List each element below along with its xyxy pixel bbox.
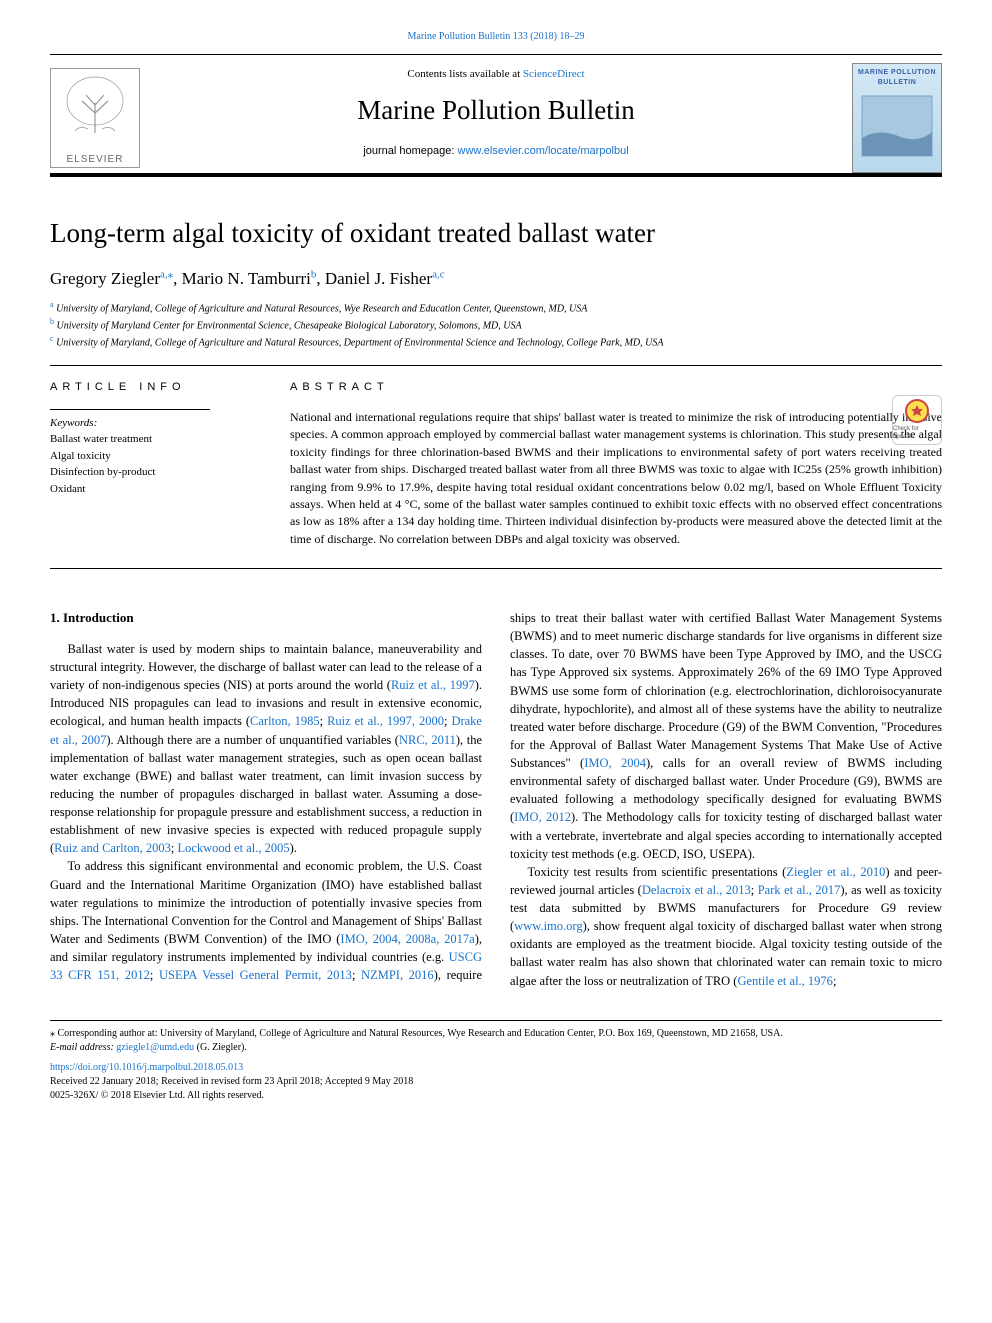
p2-text-c: ; [150,968,159,982]
intro-p1: Ballast water is used by modern ships to… [50,640,482,858]
p4-text-f: ; [833,974,836,988]
affil-text-b: University of Maryland Center for Enviro… [57,320,522,331]
affil-text-a: University of Maryland, College of Agric… [56,303,587,314]
keyword-1: Ballast water treatment [50,431,260,448]
homepage-prefix: journal homepage: [363,145,457,157]
ref-lockwood-2005[interactable]: Lockwood et al., 2005 [177,841,289,855]
author-1-affil-link[interactable]: a,⁎ [160,268,173,280]
contents-line: Contents lists available at ScienceDirec… [150,67,842,82]
affiliations: a University of Maryland, College of Agr… [50,299,942,351]
article-history: Received 22 January 2018; Received in re… [50,1075,942,1089]
p1-text-e: ). Although there are a number of unquan… [106,733,399,747]
p1-text-f: ), the implementation of ballast water m… [50,733,482,856]
p3-text-c: ). The Methodology calls for toxicity te… [510,810,942,860]
journal-homepage: journal homepage: www.elsevier.com/locat… [150,144,842,159]
ref-ruiz-1997[interactable]: Ruiz et al., 1997 [391,678,475,692]
check-updates-icon [905,399,929,423]
affiliation-b: b University of Maryland Center for Envi… [50,316,942,333]
keywords-label: Keywords: [50,416,260,431]
affiliation-c: c University of Maryland, College of Agr… [50,333,942,350]
running-head: Marine Pollution Bulletin 133 (2018) 18–… [50,30,942,44]
journal-name: Marine Pollution Bulletin [150,92,842,130]
ref-ziegler-2010[interactable]: Ziegler et al., 2010 [786,865,885,879]
author-2-affil-link[interactable]: b [311,268,317,280]
ref-imo-2004[interactable]: IMO, 2004 [584,756,646,770]
running-head-link[interactable]: Marine Pollution Bulletin 133 (2018) 18–… [408,31,585,42]
check-updates-badge[interactable]: Check for updates [892,395,942,445]
author-1-name: Gregory Ziegler [50,269,160,288]
corr-text: Corresponding author at: University of M… [55,1028,783,1039]
journal-header: ELSEVIER Contents lists available at Sci… [50,54,942,177]
keywords-list: Ballast water treatment Algal toxicity D… [50,431,260,497]
p1-text-h: ). [290,841,297,855]
email-suffix: (G. Ziegler). [194,1042,247,1053]
ref-imo-2004-2008-2017[interactable]: IMO, 2004, 2008a, 2017a [340,932,474,946]
contents-prefix: Contents lists available at [407,68,522,80]
sciencedirect-link[interactable]: ScienceDirect [523,68,585,80]
ref-nrc-2011[interactable]: NRC, 2011 [399,733,456,747]
p2-text-d: ; [352,968,355,982]
homepage-link[interactable]: www.elsevier.com/locate/marpolbul [458,145,629,157]
publisher-label: ELSEVIER [67,153,124,167]
affil-sup-c: c [50,334,54,343]
p4-text-c: ; [751,883,758,897]
doi-line: https://doi.org/10.1016/j.marpolbul.2018… [50,1061,942,1075]
cover-art-icon [858,88,936,164]
tree-icon [60,73,130,151]
author-3-affil-link[interactable]: a,c [432,268,445,280]
authors-line: Gregory Zieglera,⁎, Mario N. Tamburrib, … [50,267,942,291]
article-title: Long-term algal toxicity of oxidant trea… [50,215,942,253]
affiliation-a: a University of Maryland, College of Agr… [50,299,942,316]
affil-sup-b: b [50,317,54,326]
affil-text-c: University of Maryland, College of Agric… [56,338,663,349]
body-text: 1. Introduction Ballast water is used by… [50,609,942,990]
journal-cover-thumbnail: MARINE POLLUTION BULLETIN [852,63,942,173]
ref-ruiz-1997-2000[interactable]: Ruiz et al., 1997, 2000 [327,714,444,728]
ref-ruiz-carlton-2003[interactable]: Ruiz and Carlton, 2003 [54,841,171,855]
author-3-name: Daniel J. Fisher [325,269,432,288]
corr-email-link[interactable]: gziegle1@umd.edu [116,1042,194,1053]
article-info-block: ARTICLE INFO Keywords: Ballast water tre… [50,380,290,549]
abstract-block: ABSTRACT National and international regu… [290,380,942,549]
abstract-text: National and international regulations r… [290,409,942,548]
intro-p3: Toxicity test results from scientific pr… [510,863,942,990]
p4-text-a: Toxicity test results from scientific pr… [528,865,787,879]
article-info-head: ARTICLE INFO [50,380,260,395]
ref-usepa-2013[interactable]: USEPA Vessel General Permit, 2013 [159,968,352,982]
ref-delacroix-2013[interactable]: Delacroix et al., 2013 [642,883,751,897]
cover-title: MARINE POLLUTION BULLETIN [857,68,937,88]
keyword-4: Oxidant [50,481,260,498]
corresponding-author: ⁎ Corresponding author at: University of… [50,1027,942,1055]
doi-link[interactable]: https://doi.org/10.1016/j.marpolbul.2018… [50,1062,243,1073]
affil-sup-a: a [50,300,54,309]
email-label: E-mail address: [50,1042,116,1053]
copyright-line: 0025-326X/ © 2018 Elsevier Ltd. All righ… [50,1089,942,1103]
ref-gentile-1976[interactable]: Gentile et al., 1976 [737,974,832,988]
ref-carlton-1985[interactable]: Carlton, 1985 [250,714,320,728]
keyword-3: Disinfection by-product [50,464,260,481]
ref-imo-org[interactable]: www.imo.org [514,919,582,933]
ref-imo-2012[interactable]: IMO, 2012 [514,810,571,824]
abstract-head: ABSTRACT [290,380,942,395]
p1-text-c: ; [320,714,327,728]
keyword-2: Algal toxicity [50,448,260,465]
check-updates-label: Check for updates [893,425,941,442]
intro-heading: 1. Introduction [50,609,482,628]
ref-park-2017[interactable]: Park et al., 2017 [758,883,841,897]
author-2-name: Mario N. Tamburri [182,269,311,288]
publisher-logo: ELSEVIER [50,68,140,168]
info-rule [50,409,210,410]
footer: ⁎ Corresponding author at: University of… [50,1020,942,1103]
ref-nzmpi-2016[interactable]: NZMPI, 2016 [361,968,434,982]
